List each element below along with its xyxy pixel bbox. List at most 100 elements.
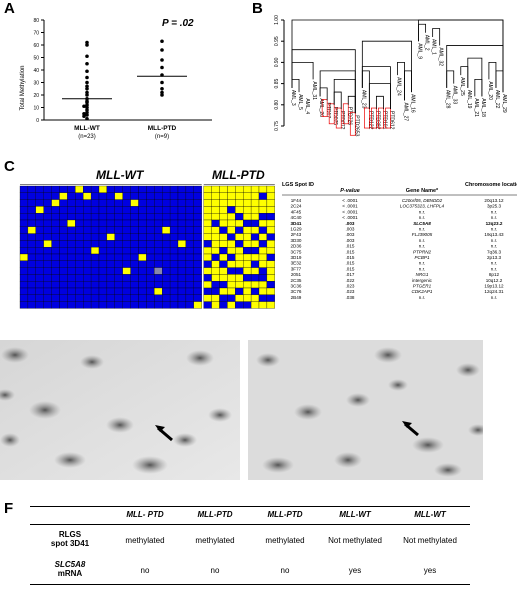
heatmap-cell (193, 294, 202, 302)
heatmap-cell (98, 281, 108, 289)
heatmap-cell (75, 199, 84, 207)
y-axis-label: Total Methylation (20, 65, 26, 110)
heatmap-cell (35, 301, 44, 309)
dendrogram-leaf: AML_23 (360, 90, 366, 109)
table-cell: 2p13.3 (487, 255, 501, 260)
dendrogram-leaf: PTD122 (364, 107, 373, 130)
heatmap-cell (185, 219, 194, 227)
y-tick-label: 70 (33, 31, 39, 37)
heatmap-cell (162, 185, 171, 193)
leaf-label: PTD101 (381, 111, 387, 130)
heatmap-cell (43, 185, 52, 193)
heatmap-cell (67, 281, 76, 289)
heatmap-cell (43, 267, 52, 275)
heatmap-cell (43, 287, 52, 295)
heatmap-cell (227, 281, 236, 289)
heatmap-cell (51, 192, 60, 200)
leaf-label: PTD17 (325, 103, 331, 119)
table-cell: < .0001 (342, 204, 358, 209)
heatmap-cell (193, 240, 202, 248)
heatmap-cell (114, 253, 123, 261)
heatmap-cell (162, 287, 171, 295)
heatmap-cell (51, 219, 60, 227)
heatmap-cell (235, 233, 244, 241)
heatmap-cell (67, 287, 76, 295)
heatmap-cell (59, 226, 68, 234)
heatmap-cell (138, 185, 147, 193)
heatmap-cell (203, 206, 212, 214)
ptd-highlight-box (378, 107, 384, 129)
heatmap-cell (162, 206, 171, 214)
y-tick-label: 50 (33, 56, 39, 62)
table-cell: .017 (346, 272, 355, 277)
heatmap-cell (43, 199, 52, 207)
col-header-spot: RLGS Spot ID (282, 182, 314, 188)
table-cell: 1G29 (290, 227, 302, 232)
heatmap-cell (67, 247, 76, 255)
heatmap-cell (203, 199, 212, 207)
heatmap-cell (169, 287, 179, 295)
heatmap-cell (122, 199, 131, 207)
table-cell: n.r. (419, 215, 425, 220)
heatmap-cell (219, 206, 228, 214)
heatmap-cell (43, 240, 52, 248)
heatmap-cell (75, 301, 84, 309)
table-cell: 2051 (291, 272, 302, 277)
heatmap-cell (185, 213, 194, 221)
heatmap-cell (177, 213, 187, 221)
table-cell: n.r. (419, 244, 425, 249)
heatmap-cell (43, 206, 52, 214)
ptd-highlight-box (349, 111, 356, 136)
heatmap-cell (67, 294, 76, 302)
y-tick-label: 0.80 (274, 100, 280, 110)
data-point (85, 69, 89, 74)
rlgs-image-d (0, 340, 240, 480)
dendrogram-leaf: AML_18 (480, 98, 486, 117)
heatmap-cell (146, 199, 155, 207)
heatmap-cell (122, 294, 131, 302)
heatmap-cell (67, 274, 76, 282)
heatmap-cell (75, 267, 84, 275)
heatmap-cell (219, 260, 228, 268)
heatmap-cell (177, 301, 187, 309)
ptd-highlight-box (335, 107, 342, 129)
heatmap-cell (211, 247, 220, 255)
heatmap-cell (185, 287, 194, 295)
heatmap-cell (227, 213, 236, 221)
heatmap-cell (235, 206, 244, 214)
leaf-label: AML_20 (487, 81, 493, 100)
heatmap-cell (130, 274, 139, 282)
heatmap-cell (219, 185, 228, 193)
data-point (85, 84, 89, 89)
heatmap-cell (90, 301, 100, 309)
heatmap-cell (98, 267, 108, 275)
data-point (160, 58, 164, 62)
dendrogram-branch (467, 57, 483, 97)
dendrogram-leaf: PTD382 (371, 107, 380, 130)
heatmap-cell (27, 260, 36, 268)
heatmap-cell (258, 206, 268, 214)
data-point (85, 108, 89, 112)
heatmap-cell (106, 226, 115, 234)
panel-b-dendrogram: 0.75 0.80 0.85 0.90 0.95 1.00 AML_3 AML_5 AML_4… (274, 15, 507, 137)
heatmap-cell (169, 301, 179, 309)
heatmap-cell (43, 219, 52, 227)
heatmap-cell (83, 226, 92, 234)
dendrogram-leaf: AML_9 (417, 43, 423, 59)
heatmap-cell (243, 206, 252, 214)
heatmap-cell (146, 267, 155, 275)
heatmap-cell (243, 240, 252, 248)
heatmap-cell (130, 192, 139, 200)
heatmap-cell (211, 192, 220, 200)
gel-spot (1, 347, 29, 363)
heatmap-cell (43, 247, 52, 255)
heatmap-cell (90, 281, 100, 289)
row1-col2: methylated (195, 536, 235, 545)
y-tick-label: 20 (33, 93, 39, 99)
heatmap-cell (185, 301, 194, 309)
heatmap-cell (51, 213, 60, 221)
table-cell: 1F44 (291, 198, 302, 203)
heatmap-cell (114, 226, 123, 234)
heatmap-cell (250, 253, 260, 261)
table-cell: 12q23.2 (486, 221, 503, 226)
